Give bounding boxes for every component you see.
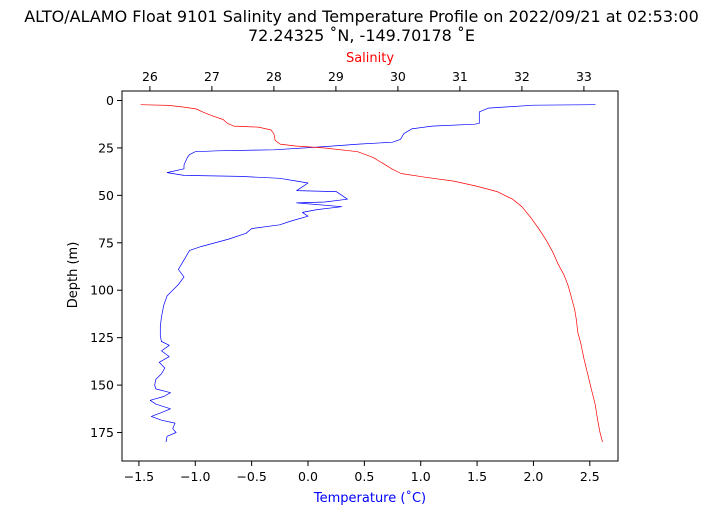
x-tick-label: 0.5 (354, 469, 374, 484)
depth-axis-label: Depth (m) (66, 242, 81, 309)
x-tick-label: −1.5 (124, 469, 154, 484)
y-tick-label: 100 (90, 283, 114, 298)
x2-tick-label: 29 (328, 69, 344, 84)
y-tick-label: 75 (98, 235, 114, 250)
top-ticks: 26 27 28 29 30 31 32 33 (142, 69, 592, 91)
x2-tick-label: 26 (142, 69, 158, 84)
x2-tick-label: 31 (452, 69, 468, 84)
chart-title-line1: ALTO/ALAMO Float 9101 Salinity and Tempe… (24, 7, 699, 26)
x2-tick-label: 28 (266, 69, 282, 84)
bottom-ticks: −1.5 −1.0 −0.5 0.0 0.5 1.0 1.5 2.0 2.5 (124, 461, 600, 484)
x-tick-label: 0.0 (298, 469, 318, 484)
plot-frame (121, 90, 619, 462)
temperature-axis-label: Temperature (˚C) (313, 490, 426, 506)
y-tick-label: 0 (106, 93, 114, 108)
salinity-line (140, 104, 603, 443)
salinity-axis-label: Salinity (346, 51, 394, 66)
x-tick-label: −1.0 (180, 469, 210, 484)
y-tick-label: 25 (98, 140, 114, 155)
left-ticks: 0 25 50 75 100 125 150 175 (90, 93, 122, 440)
x2-tick-label: 32 (514, 69, 530, 84)
x-tick-label: −0.5 (236, 469, 266, 484)
y-tick-label: 175 (90, 425, 114, 440)
series-layer (140, 104, 603, 443)
x2-tick-label: 30 (390, 69, 406, 84)
x2-tick-label: 33 (576, 69, 592, 84)
x-tick-label: 1.5 (467, 469, 487, 484)
x-tick-label: 2.0 (524, 469, 544, 484)
y-tick-label: 150 (90, 378, 114, 393)
x-tick-label: 1.0 (411, 469, 431, 484)
y-tick-label: 125 (90, 330, 114, 345)
x-tick-label: 2.5 (580, 469, 600, 484)
y-tick-label: 50 (98, 188, 114, 203)
temperature-line (149, 104, 596, 443)
chart-title-line2: 72.24325 ˚N, -149.70178 ˚E (248, 26, 475, 45)
x2-tick-label: 27 (204, 69, 220, 84)
